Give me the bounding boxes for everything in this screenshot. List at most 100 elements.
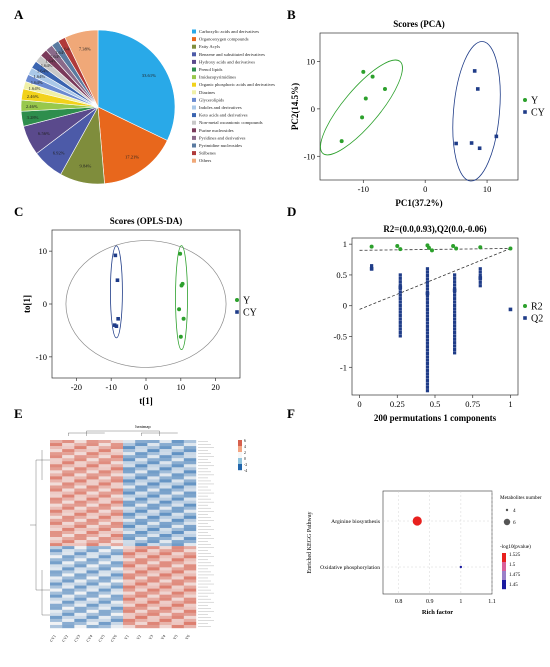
heatmap-cell (147, 558, 160, 562)
heatmap-cell (50, 509, 63, 513)
heatmap-cell (110, 491, 124, 495)
heatmap-cell (183, 603, 197, 607)
heatmap-cell (183, 573, 197, 577)
heatmap-cell (110, 600, 124, 604)
heatmap-cell (110, 543, 124, 547)
heatmap-cell (86, 594, 99, 598)
heatmap-cell (147, 470, 160, 474)
heatmap-cell (50, 476, 63, 480)
q2-point (425, 372, 430, 376)
heatmap-cell (110, 518, 124, 523)
heatmap-cell (183, 503, 197, 507)
heatmap-cell (123, 482, 136, 486)
heatmap-cell (135, 564, 148, 568)
q2-point (425, 301, 430, 305)
heatmap-cell (159, 618, 172, 623)
heatmap-cell (50, 546, 63, 550)
heatmap-cell (171, 624, 185, 629)
heatmap-cell (123, 530, 136, 535)
q2-point (453, 283, 457, 287)
colorbar-segment (238, 446, 242, 453)
legend-swatch (192, 82, 196, 87)
heatmap-cell (171, 503, 185, 507)
heatmap-cell (50, 479, 63, 483)
x-tick-label: 0 (357, 399, 361, 409)
heatmap-cell (183, 543, 197, 547)
q2-point (453, 324, 457, 328)
data-point (116, 317, 120, 321)
heatmap-cell (74, 537, 87, 541)
heatmap-cell (110, 555, 124, 559)
heatmap-cell (159, 615, 172, 620)
heatmap-cell (135, 555, 148, 559)
q2-point (425, 284, 430, 288)
heatmap-cell (98, 543, 112, 547)
heatmap-cell (171, 476, 185, 480)
colorbar-tick-label: 6 (244, 439, 246, 443)
legend-entry: Stilbenes (199, 151, 216, 156)
heatmap-cell (110, 546, 124, 550)
heatmap-cell (171, 446, 185, 450)
q2-point (453, 344, 457, 348)
heatmap-cell (74, 509, 87, 513)
legend-swatch (192, 37, 196, 42)
heatmap-cell (98, 518, 112, 523)
heatmap-cell (123, 591, 136, 595)
heatmap-cell (50, 591, 63, 595)
data-point (361, 69, 366, 74)
heatmap-cell (147, 597, 160, 601)
heatmap-cell (74, 455, 87, 459)
heatmap-cell (183, 440, 197, 444)
heatmap-cell (62, 524, 75, 529)
data-point (429, 248, 434, 253)
column-label: Y2 (135, 634, 142, 641)
heatmap-cell (159, 573, 172, 577)
heatmap-cell (171, 512, 185, 517)
heatmap-cell (74, 440, 87, 444)
heatmap-cell (62, 446, 75, 450)
heatmap-cell (86, 479, 99, 483)
q2-point (453, 300, 457, 304)
heatmap-cell (62, 603, 75, 607)
heatmap-cell (135, 515, 148, 520)
heatmap-cell (110, 488, 124, 492)
pathway-label: Arginine biosynthesis (331, 519, 380, 525)
heatmap-cell (183, 585, 197, 589)
heatmap-cell (62, 612, 75, 617)
colorbar-tick-label: -4 (244, 469, 247, 473)
legend-entry: Hydroxy acids and derivatives (199, 59, 255, 64)
data-point (454, 246, 459, 251)
heatmap-cell (147, 573, 160, 577)
heatmap-cell (123, 558, 136, 562)
heatmap-cell (159, 440, 172, 444)
q2-point (425, 338, 430, 342)
heatmap-cell (98, 524, 112, 529)
heatmap-cell (123, 488, 136, 492)
legend-entry: Keto acids and derivatives (199, 113, 248, 118)
heatmap-cell (159, 518, 172, 523)
heatmap-cell (98, 573, 112, 577)
heatmap-cell (135, 552, 148, 556)
heatmap-cell (159, 464, 172, 468)
legend-swatch (192, 59, 196, 64)
q2-point (425, 294, 430, 298)
heatmap-title: heatmap (135, 424, 151, 429)
heatmap-cell (110, 500, 124, 504)
heatmap-cell (62, 534, 75, 538)
heatmap-cell (147, 488, 160, 492)
heatmap-cell (147, 527, 160, 532)
heatmap-cell (98, 500, 112, 504)
pca-score-plot: Scores (PCA) -10 0 10 -10 0 10 PC1(37.2%) PC2(14… (290, 19, 545, 208)
heatmap-cell (123, 485, 136, 489)
heatmap-cell (110, 446, 124, 450)
y-tick-label: -1 (340, 362, 347, 372)
q2-point (398, 317, 402, 321)
heatmap-cell (62, 464, 75, 468)
q2-point (425, 304, 430, 308)
heatmap-cell (147, 621, 160, 626)
heatmap-cell (171, 494, 185, 498)
heatmap-cell (62, 621, 75, 626)
heatmap-cell (171, 488, 185, 492)
heatmap-cell (135, 518, 148, 523)
legend-entry: Prenol lipids (199, 67, 223, 72)
